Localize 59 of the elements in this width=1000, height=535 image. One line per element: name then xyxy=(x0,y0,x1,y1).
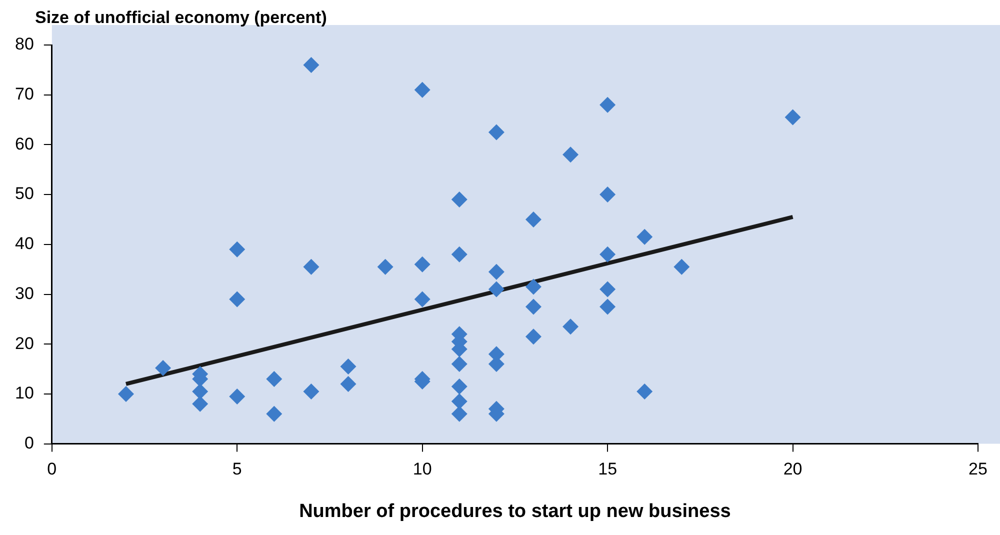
y-axis-title: Size of unofficial economy (percent) xyxy=(35,8,327,28)
point xyxy=(451,356,468,372)
point xyxy=(488,281,504,298)
point xyxy=(600,298,616,315)
y-tick-label: 10 xyxy=(14,384,34,403)
point xyxy=(192,396,208,412)
point xyxy=(525,211,542,228)
point xyxy=(451,378,468,394)
point xyxy=(674,258,690,275)
point xyxy=(229,388,246,404)
point xyxy=(600,186,616,203)
point xyxy=(600,96,616,113)
point xyxy=(340,376,356,392)
y-tick-label: 80 xyxy=(14,34,34,54)
point xyxy=(636,383,653,400)
point xyxy=(192,383,208,400)
point xyxy=(414,256,430,272)
point xyxy=(377,258,394,275)
point xyxy=(414,82,430,98)
x-tick-label: 10 xyxy=(412,460,432,479)
point xyxy=(451,393,468,410)
point xyxy=(414,291,430,308)
point xyxy=(303,56,320,73)
y-tick-label: 50 xyxy=(14,184,34,204)
y-tick-label: 20 xyxy=(14,334,34,353)
x-axis-title: Number of procedures to start up new business xyxy=(299,500,731,522)
point xyxy=(340,358,356,375)
point xyxy=(266,406,282,422)
point xyxy=(562,146,579,163)
point xyxy=(451,192,468,208)
point xyxy=(451,246,468,262)
point xyxy=(488,124,504,140)
point xyxy=(525,298,542,315)
point xyxy=(451,406,468,422)
point xyxy=(155,360,172,376)
y-tick-label: 70 xyxy=(14,84,34,104)
point xyxy=(303,258,320,275)
x-tick-label: 25 xyxy=(968,460,988,479)
x-tick-label: 20 xyxy=(783,460,802,479)
point xyxy=(600,281,616,298)
y-tick-label: 40 xyxy=(14,234,34,254)
point xyxy=(266,370,282,387)
point xyxy=(562,318,579,335)
y-tick-label: 30 xyxy=(14,284,34,303)
y-tick-label: 60 xyxy=(14,134,34,154)
y-tick-label: 0 xyxy=(24,433,34,452)
x-tick-label: 0 xyxy=(47,460,57,479)
point xyxy=(303,383,320,400)
point xyxy=(525,328,542,345)
point xyxy=(118,386,134,402)
point xyxy=(600,246,616,262)
point xyxy=(488,264,504,280)
x-tick-label: 15 xyxy=(598,460,618,479)
point xyxy=(229,291,246,308)
x-tick-label: 5 xyxy=(232,460,242,479)
point xyxy=(784,109,801,126)
point xyxy=(636,228,653,245)
point xyxy=(525,278,542,295)
point xyxy=(229,241,246,258)
